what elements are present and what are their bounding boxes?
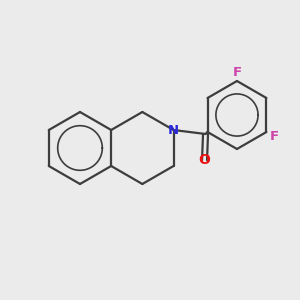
Text: N: N	[168, 124, 179, 136]
Text: O: O	[199, 153, 211, 167]
Text: F: F	[232, 65, 242, 79]
Text: F: F	[270, 130, 279, 143]
